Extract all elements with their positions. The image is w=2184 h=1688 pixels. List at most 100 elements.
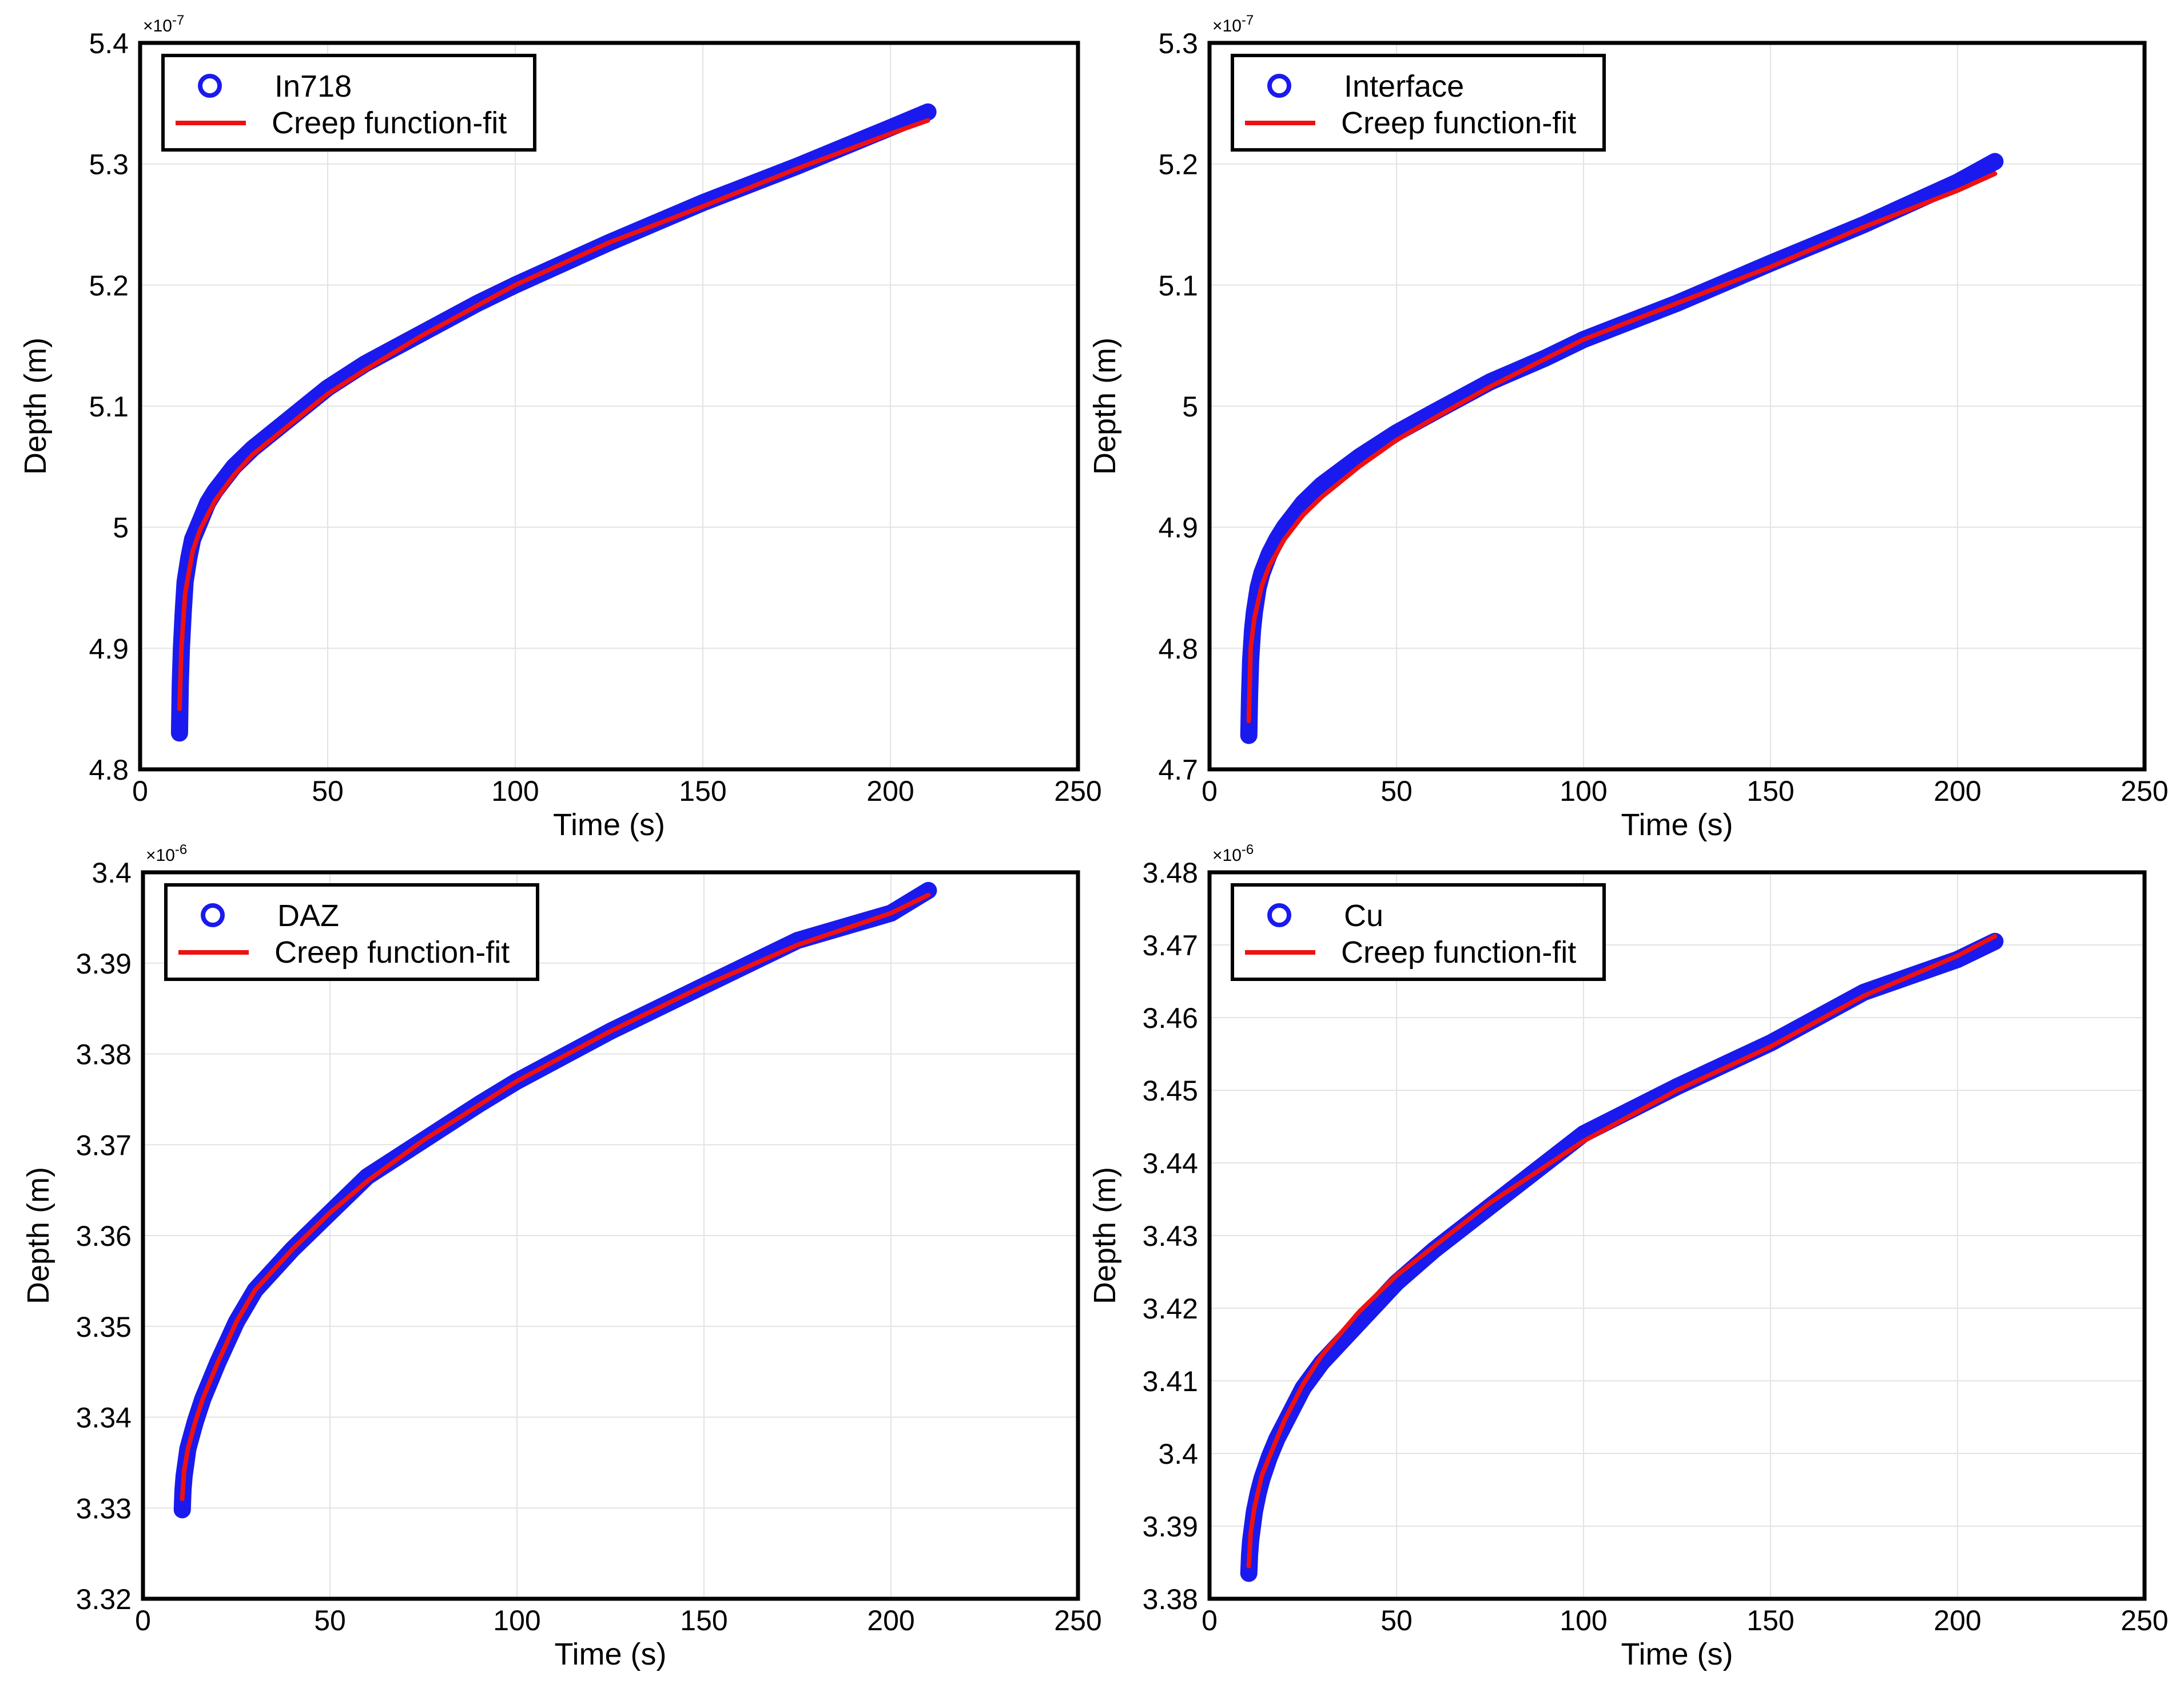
- data-point-marker: [210, 1355, 226, 1371]
- y-tick-label: 3.35: [76, 1311, 132, 1343]
- x-axis-label: Time (s): [555, 1637, 667, 1671]
- data-point-marker: [1269, 1431, 1285, 1447]
- y-tick-label: 3.39: [1143, 1511, 1198, 1543]
- y-tick-label: 3.34: [76, 1402, 132, 1434]
- axes-frame: [138, 41, 1080, 772]
- y-tick-label: 3.48: [1143, 857, 1198, 889]
- x-tick-label: 100: [493, 1604, 540, 1637]
- y-tick-label: 5.2: [1158, 149, 1198, 181]
- data-point-marker: [285, 1241, 301, 1257]
- y-tick-label: 3.39: [76, 948, 132, 980]
- y-tick-label: 5.3: [89, 149, 129, 181]
- x-axis-label: Time (s): [1621, 808, 1733, 842]
- y-tick-label: 3.38: [76, 1039, 132, 1071]
- y-tick-label: 5.3: [1158, 27, 1198, 59]
- y-axis-label: Depth (m): [1088, 1167, 1122, 1304]
- y-tick-label: 3.37: [76, 1129, 132, 1161]
- data-point-marker: [1351, 1314, 1367, 1330]
- data-point-marker: [1987, 153, 2003, 169]
- data-point-marker: [202, 1373, 218, 1389]
- legend-label-fit: Creep function-fit: [275, 935, 510, 970]
- y-tick-label: 3.42: [1143, 1293, 1198, 1325]
- data-point-marker: [172, 725, 188, 741]
- legend-box: [1231, 883, 1606, 981]
- x-tick-label: 0: [135, 1604, 151, 1637]
- y-tick-label: 3.38: [1143, 1583, 1198, 1615]
- y-tick-label: 3.36: [76, 1220, 132, 1252]
- y-tick-label: 4.8: [89, 754, 129, 786]
- axis-exponent: ×10-6: [1212, 842, 1254, 865]
- y-tick-label: 5.1: [1158, 269, 1198, 301]
- legend-label-data: In718: [275, 69, 352, 104]
- fit-line: [1246, 934, 1998, 1568]
- y-tick-label: 3.4: [92, 857, 132, 889]
- y-tick-label: 3.43: [1143, 1220, 1198, 1252]
- panel-interface: 0 50 100 150 200 250 4.7 4.8 4.9 5 5.1 5.2 5.3 ×10-7 T…: [1088, 13, 2169, 842]
- data-point-marker: [174, 1502, 190, 1518]
- y-tick-label: 4.8: [1158, 633, 1198, 665]
- data-point-marker: [1351, 449, 1367, 465]
- y-tick-label: 4.7: [1158, 754, 1198, 786]
- y-tick-label: 3.44: [1143, 1147, 1198, 1179]
- y-axis-label: Depth (m): [1088, 337, 1122, 475]
- legend-box: [161, 54, 536, 152]
- legend-box: [164, 883, 539, 981]
- data-point-marker: [472, 1096, 488, 1112]
- axes-frame: [1207, 870, 2147, 1601]
- x-tick-label: 150: [1747, 1604, 1794, 1637]
- x-tick-label: 200: [1934, 1604, 1981, 1637]
- data-point-marker: [416, 1132, 431, 1148]
- legend-box: [1231, 54, 1606, 152]
- x-tick-label: 50: [1381, 1604, 1413, 1637]
- x-tick-label: 150: [680, 1604, 727, 1637]
- y-tick-label: 3.32: [76, 1583, 132, 1615]
- x-tick-label: 0: [1202, 1604, 1218, 1637]
- y-tick-label: 4.9: [89, 633, 129, 665]
- y-tick-label: 3.45: [1143, 1075, 1198, 1107]
- axis-exponent: ×10-6: [146, 842, 187, 865]
- data-point-marker: [247, 1282, 263, 1298]
- data-point-marker: [507, 277, 523, 293]
- x-tick-label: 50: [312, 775, 344, 807]
- x-tick-label: 100: [1560, 1604, 1607, 1637]
- y-axis-label: Depth (m): [21, 1167, 55, 1304]
- data-point-marker: [1241, 728, 1257, 744]
- legend-marker-data: [1267, 74, 1291, 98]
- data-point-marker: [1262, 1449, 1278, 1465]
- legend-label-data: Interface: [1344, 69, 1464, 104]
- data-point-marker: [1314, 477, 1330, 493]
- x-tick-label: 150: [1747, 775, 1794, 807]
- data-point-marker: [509, 1073, 525, 1089]
- legend-marker-data: [201, 903, 225, 927]
- y-tick-label: 5: [1182, 391, 1198, 423]
- y-tick-label: 3.46: [1143, 1002, 1198, 1034]
- y-tick-label: 3.4: [1158, 1438, 1198, 1470]
- y-tick-label: 3.41: [1143, 1365, 1198, 1397]
- axes-frame: [141, 870, 1080, 1601]
- data-point-marker: [229, 1314, 244, 1330]
- legend-label-data: DAZ: [277, 899, 339, 933]
- legend-label-fit: Creep function-fit: [1341, 935, 1576, 970]
- data-point-marker: [601, 235, 617, 251]
- data-point-marker: [603, 1023, 618, 1039]
- x-tick-label: 50: [314, 1604, 346, 1637]
- data-point-marker: [1295, 495, 1311, 511]
- fit-line: [1246, 171, 1998, 724]
- y-tick-label: 5.4: [89, 27, 129, 59]
- y-tick-label: 3.47: [1143, 930, 1198, 962]
- axes-frame: [1207, 41, 2147, 772]
- axis-exponent: ×10-7: [143, 13, 184, 35]
- y-axis-label: Depth (m): [18, 337, 53, 475]
- y-tick-label: 3.33: [76, 1492, 132, 1524]
- x-tick-label: 250: [1054, 775, 1101, 807]
- fit-line: [177, 118, 930, 712]
- x-tick-label: 250: [1054, 1604, 1101, 1637]
- x-tick-label: 50: [1381, 775, 1413, 807]
- x-tick-label: 200: [866, 775, 914, 807]
- panel-in718: 0 50 100 150 200 250 4.8 4.9 5 5.1 5.2 5.3 5.4 ×10-7 T…: [18, 13, 1102, 842]
